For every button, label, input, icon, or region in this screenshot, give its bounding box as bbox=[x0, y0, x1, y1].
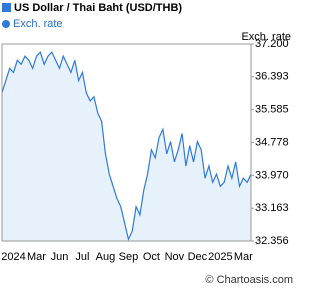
x-tick-label: Sep bbox=[119, 251, 139, 263]
x-tick-label: 2025 bbox=[208, 251, 232, 263]
x-tick-label: Mar bbox=[27, 251, 46, 263]
x-tick-label: Jul bbox=[75, 251, 89, 263]
source: © Chartoasis.com bbox=[205, 274, 293, 286]
y-tick-label: 36.393 bbox=[255, 71, 289, 83]
y-tick-label: 35.585 bbox=[255, 104, 289, 116]
x-tick-label: 2024 bbox=[1, 251, 25, 263]
area-fill bbox=[2, 52, 251, 241]
chart: US Dollar / Thai Baht (USD/THB) Exch. ra… bbox=[1, 2, 293, 286]
x-tick-label: Dec bbox=[188, 251, 208, 263]
x-tick-label: Oct bbox=[143, 251, 160, 263]
line bbox=[1, 50, 252, 242]
x-tick-label: Aug bbox=[96, 251, 116, 263]
y-axis-label: Exch. rate bbox=[241, 31, 291, 43]
y-tick-label: 33.970 bbox=[255, 169, 289, 181]
title-icon bbox=[2, 3, 11, 12]
y-tick-label: 34.778 bbox=[255, 136, 289, 148]
x-tick-label: Mar bbox=[234, 251, 253, 263]
x-tick-label: Jun bbox=[51, 251, 69, 263]
chart-title: US Dollar / Thai Baht (USD/THB) bbox=[14, 2, 182, 14]
y-tick-label: 33.163 bbox=[255, 202, 289, 214]
legend-label: Exch. rate bbox=[13, 18, 63, 30]
legend-marker bbox=[2, 20, 10, 28]
y-tick-label: 32.356 bbox=[255, 235, 289, 247]
y-tick-label: 37.200 bbox=[255, 38, 289, 50]
x-tick-label: Nov bbox=[165, 251, 185, 263]
